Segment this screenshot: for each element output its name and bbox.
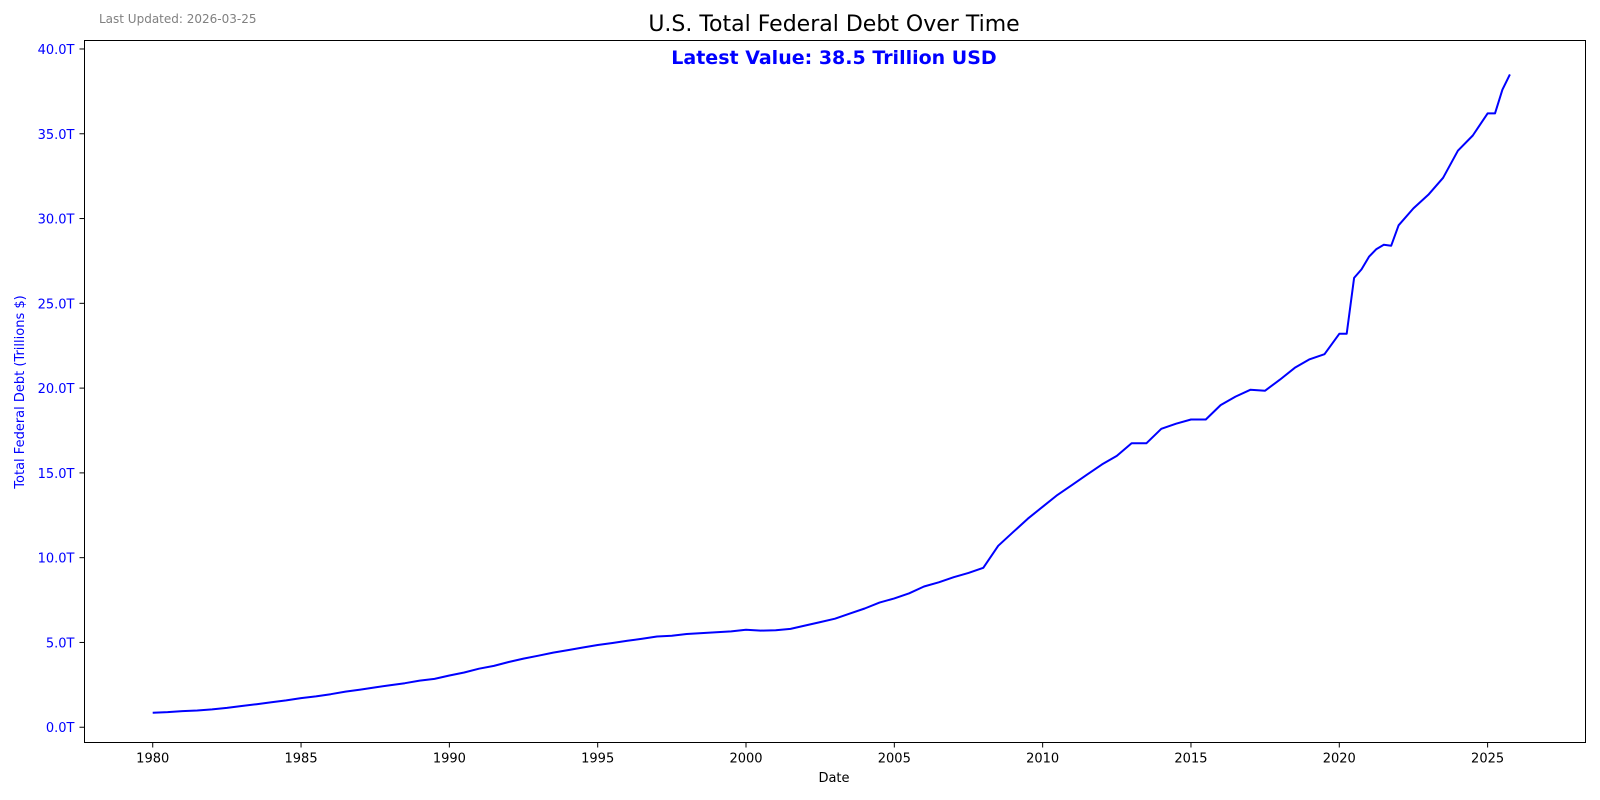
x-tick-label: 2025 [1471, 752, 1504, 767]
x-tick-label: 2015 [1174, 752, 1207, 767]
y-tick-label: 10.0T [38, 552, 75, 567]
y-tick-label: 0.0T [46, 721, 75, 736]
x-axis-label: Date [818, 771, 849, 786]
y-tick-label: 35.0T [38, 128, 75, 143]
y-axis-label: Total Federal Debt (Trillions $) [13, 295, 28, 489]
y-axis-ticks: 0.0T 5.0T 10.0T 15.0T 20.0T 25.0T 30.0T 35.0T 40… [38, 43, 85, 736]
x-tick-label: 2005 [878, 752, 911, 767]
x-tick-label: 2010 [1026, 752, 1059, 767]
plot-frame [84, 40, 1586, 743]
x-tick-label: 1995 [581, 752, 614, 767]
x-tick-label: 1990 [433, 752, 466, 767]
latest-value-annotation: Latest Value: 38.5 Trillion USD [671, 47, 996, 69]
y-tick-label: 30.0T [38, 213, 75, 228]
plot-area [152, 73, 1511, 714]
y-tick-label: 5.0T [46, 636, 75, 651]
y-tick-label: 20.0T [38, 382, 75, 397]
y-tick-label: 25.0T [38, 297, 75, 312]
debt-series-line [152, 73, 1511, 714]
y-tick-label: 15.0T [38, 467, 75, 482]
x-tick-label: 2000 [729, 752, 762, 767]
last-updated-label: Last Updated: 2026-03-25 [99, 12, 257, 26]
chart-title: U.S. Total Federal Debt Over Time [648, 12, 1019, 37]
x-tick-label: 1980 [136, 752, 169, 767]
x-tick-label: 1985 [285, 752, 318, 767]
y-tick-label: 40.0T [38, 43, 75, 58]
x-tick-label: 2020 [1323, 752, 1356, 767]
x-axis-ticks: 1980 1985 1990 1995 2000 2005 2010 2015 2020 2025 [136, 742, 1504, 767]
